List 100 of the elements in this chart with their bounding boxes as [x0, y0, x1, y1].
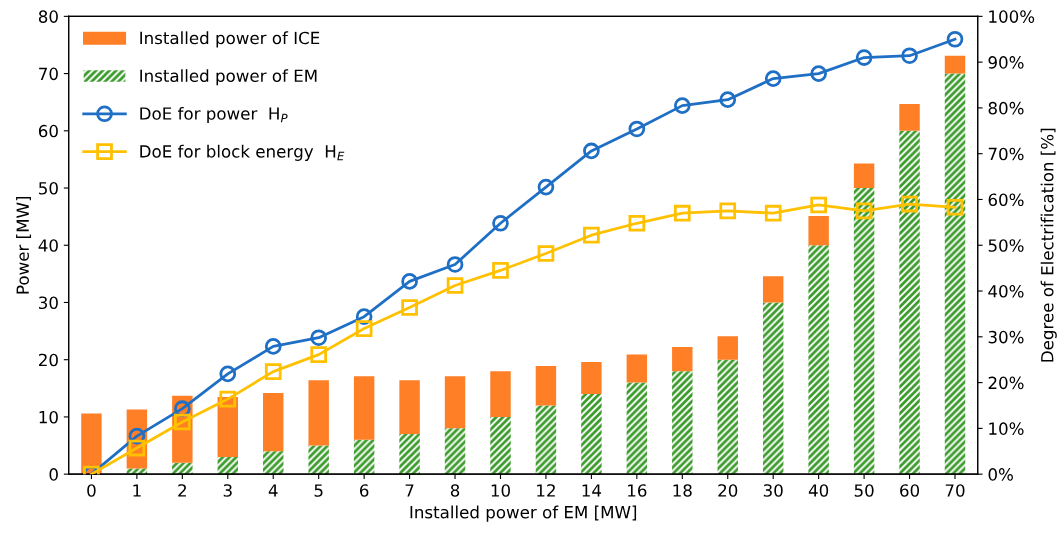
- point: [719, 91, 737, 108]
- point: [537, 178, 555, 196]
- legend-label: DoE for block energy H$_{E}$: [140, 144, 345, 161]
- y2-tick-label: 20%: [988, 376, 1024, 390]
- y-axis-title: Power [MW]: [16, 196, 31, 294]
- y-tick-label: 20: [39, 353, 58, 367]
- point: [764, 204, 782, 222]
- bar: [717, 336, 738, 360]
- x-tick-label: 40: [808, 484, 829, 497]
- bar: [353, 376, 375, 440]
- point: [401, 273, 418, 290]
- y2-tick-label: 80%: [988, 101, 1024, 115]
- point: [219, 390, 237, 408]
- point: [673, 97, 691, 114]
- x-tick-label: 7: [405, 484, 414, 497]
- x-tick-label: 70: [945, 484, 965, 497]
- bar: [672, 371, 693, 475]
- x-tick-label: 1: [133, 484, 141, 497]
- point: [946, 30, 964, 48]
- bar: [263, 451, 284, 475]
- y-tick-label: 60: [38, 124, 58, 138]
- point: [446, 277, 464, 294]
- bar: [672, 347, 693, 372]
- point: [946, 198, 964, 216]
- bar: [217, 456, 239, 475]
- y2-tick-label: 40%: [988, 284, 1024, 298]
- bar: [762, 302, 784, 475]
- point: [583, 226, 600, 244]
- y2-tick-label: 0%: [988, 468, 1013, 481]
- bar: [899, 130, 920, 475]
- y-tick-label: 10: [39, 410, 58, 424]
- x-tick-label: 5: [314, 484, 323, 497]
- bar: [126, 468, 148, 475]
- point: [310, 346, 328, 363]
- x-tick-label: 60: [900, 484, 920, 497]
- point: [219, 365, 237, 383]
- y-tick-label: 30: [39, 296, 58, 310]
- x-tick-label: 14: [582, 484, 602, 497]
- x-axis-title: Installed power of EM [MW]: [410, 505, 637, 522]
- point: [446, 256, 464, 273]
- point: [719, 202, 737, 220]
- x-tick-label: 12: [537, 484, 555, 497]
- point: [492, 214, 509, 232]
- bar: [81, 413, 102, 475]
- point: [492, 262, 509, 279]
- y2-tick-label: 50%: [988, 239, 1024, 252]
- y2-tick-label: 90%: [988, 56, 1024, 69]
- y-tick-label: 80: [38, 10, 58, 23]
- x-tick-label: 3: [223, 484, 232, 497]
- x-tick-label: 16: [628, 484, 647, 497]
- x-tick-label: 2: [178, 484, 186, 497]
- bar: [899, 103, 920, 131]
- point: [764, 70, 782, 87]
- point: [583, 142, 600, 160]
- bar: [808, 245, 829, 475]
- point: [264, 338, 282, 355]
- bar: [717, 359, 738, 475]
- point: [310, 329, 328, 347]
- point: [901, 47, 918, 65]
- legend-label: Installed power of EM: [140, 69, 317, 86]
- legend-label: DoE for power H$_{P}$: [140, 106, 288, 124]
- y2-tick-label: 30%: [988, 330, 1024, 344]
- legend-label: Installed power of ICE: [140, 31, 320, 48]
- bar: [626, 354, 648, 383]
- point: [401, 299, 418, 316]
- y2-tick-label: 100%: [989, 10, 1035, 23]
- bar: [535, 365, 557, 406]
- y2-tick-label: 10%: [989, 422, 1024, 435]
- point: [673, 204, 691, 222]
- x-tick-label: 30: [763, 484, 783, 497]
- bar: [444, 376, 466, 429]
- bar: [762, 276, 784, 303]
- bar: [172, 462, 193, 475]
- bar: [626, 382, 648, 475]
- bar: [308, 445, 329, 475]
- point: [628, 214, 646, 232]
- point: [810, 196, 827, 214]
- bar: [263, 392, 284, 452]
- bar: [944, 55, 966, 74]
- x-tick-label: 10: [491, 484, 510, 497]
- point: [355, 320, 373, 337]
- x-tick-label: 0: [87, 484, 96, 497]
- point: [628, 120, 646, 138]
- y2-tick-label: 60%: [988, 193, 1024, 207]
- bar: [353, 439, 375, 475]
- point: [264, 363, 282, 380]
- y-tick-label: 50: [39, 181, 58, 195]
- x-tick-label: 18: [673, 484, 692, 497]
- point: [855, 202, 873, 220]
- bar: [853, 188, 875, 475]
- x-tick-label: 4: [268, 484, 278, 497]
- point: [810, 65, 827, 82]
- bar: [444, 428, 466, 475]
- bar: [399, 380, 420, 435]
- bar: [808, 216, 829, 246]
- bar: [490, 371, 511, 417]
- point: [537, 245, 555, 262]
- y-tick-label: 70: [39, 67, 58, 81]
- bar: [944, 73, 966, 475]
- bar: [581, 394, 602, 475]
